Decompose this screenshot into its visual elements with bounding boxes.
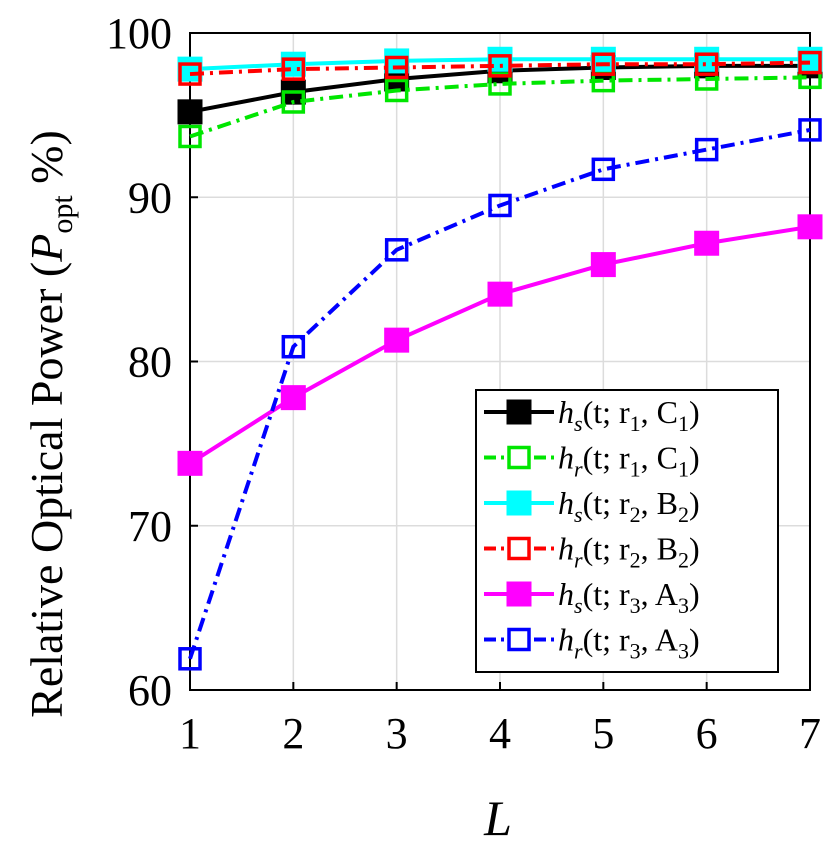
data-point — [177, 99, 203, 125]
data-point — [488, 54, 512, 78]
legend: hs(t; r1, C1)hr(t; r1, C1)hs(t; r2, B2)h… — [475, 389, 779, 673]
data-point — [281, 334, 306, 359]
legend-marker — [507, 627, 531, 652]
legend-entry: hr(t; r2, B2) — [484, 531, 700, 573]
x-tick-label: 3 — [386, 709, 408, 758]
data-point — [694, 52, 719, 76]
data-point — [798, 118, 822, 142]
data-point — [384, 238, 409, 262]
data-point — [281, 90, 306, 114]
data-point — [488, 193, 512, 218]
y-axis-title-text: Relative Optical Power ( — [21, 262, 72, 718]
y-tick-label: 90 — [128, 173, 172, 222]
legend-entry: hs(t; r1, C1) — [484, 394, 700, 436]
series-2 — [178, 65, 822, 149]
legend-entry: hs(t; r2, B2) — [484, 485, 700, 527]
data-point — [384, 327, 410, 353]
data-point — [280, 385, 306, 411]
data-point — [384, 78, 409, 103]
x-tick-label: 6 — [696, 709, 718, 758]
data-point — [694, 230, 720, 256]
data-point — [590, 46, 616, 72]
y-tick-label: 60 — [128, 666, 172, 715]
data-point — [281, 57, 306, 81]
legend-label: hr(t; r2, B2) — [558, 531, 700, 573]
data-point — [590, 252, 616, 278]
data-point — [178, 647, 202, 671]
legend-marker — [507, 536, 531, 561]
data-point — [694, 137, 719, 162]
y-tick-label: 80 — [128, 338, 172, 387]
data-point — [694, 46, 720, 72]
legend-marker — [506, 581, 532, 607]
series-6 — [178, 118, 822, 671]
x-tick-label: 1 — [179, 709, 201, 758]
data-point — [384, 55, 409, 80]
y-axis-title-subscript: opt — [46, 195, 79, 234]
legend-label: hs(t; r2, B2) — [558, 485, 700, 527]
y-axis-title: Relative Optical Power (Popt %) — [21, 130, 79, 718]
data-point — [178, 62, 202, 86]
legend-label: hr(t; r1, C1) — [558, 440, 700, 482]
y-tick-label: 70 — [128, 502, 172, 551]
legend-entry: hs(t; r3, A3) — [484, 576, 700, 618]
data-point — [797, 214, 823, 240]
legend-marker — [506, 399, 532, 425]
y-axis-title-symbol: P — [21, 234, 72, 263]
series-line — [188, 127, 811, 660]
legend-entry: hr(t; r1, C1) — [484, 440, 700, 482]
legend-label: hs(t; r1, C1) — [558, 394, 700, 436]
series-line — [189, 75, 811, 139]
data-point — [591, 52, 616, 76]
series-4 — [178, 50, 822, 86]
series-layer — [177, 46, 823, 671]
series-5 — [177, 214, 823, 476]
series-line — [189, 60, 811, 77]
data-point — [798, 50, 822, 75]
y-axis-title-unit: %) — [21, 130, 72, 195]
data-point — [177, 450, 203, 476]
data-point — [280, 51, 306, 77]
data-point — [177, 56, 203, 82]
legend-label: hs(t; r3, A3) — [558, 576, 700, 618]
x-tick-label: 7 — [799, 709, 821, 758]
data-point — [487, 281, 513, 307]
data-point — [488, 72, 512, 96]
legend-entry: hr(t; r3, A3) — [484, 622, 700, 664]
series-3 — [177, 46, 823, 82]
legend-marker — [507, 445, 531, 470]
y-axis-ticks: 60 70 80 90 100 — [106, 9, 198, 715]
data-point — [591, 157, 616, 182]
x-axis-ticks: 1 2 3 4 5 6 7 — [179, 682, 821, 758]
legend-marker — [506, 490, 532, 516]
data-point — [178, 124, 202, 149]
legend-label: hr(t; r3, A3) — [558, 622, 700, 664]
y-tick-label: 100 — [106, 9, 172, 58]
x-tick-label: 5 — [592, 709, 614, 758]
legend-box — [475, 389, 779, 673]
x-tick-label: 4 — [489, 709, 511, 758]
x-tick-label: 2 — [282, 709, 304, 758]
x-axis-title: L — [483, 790, 512, 846]
